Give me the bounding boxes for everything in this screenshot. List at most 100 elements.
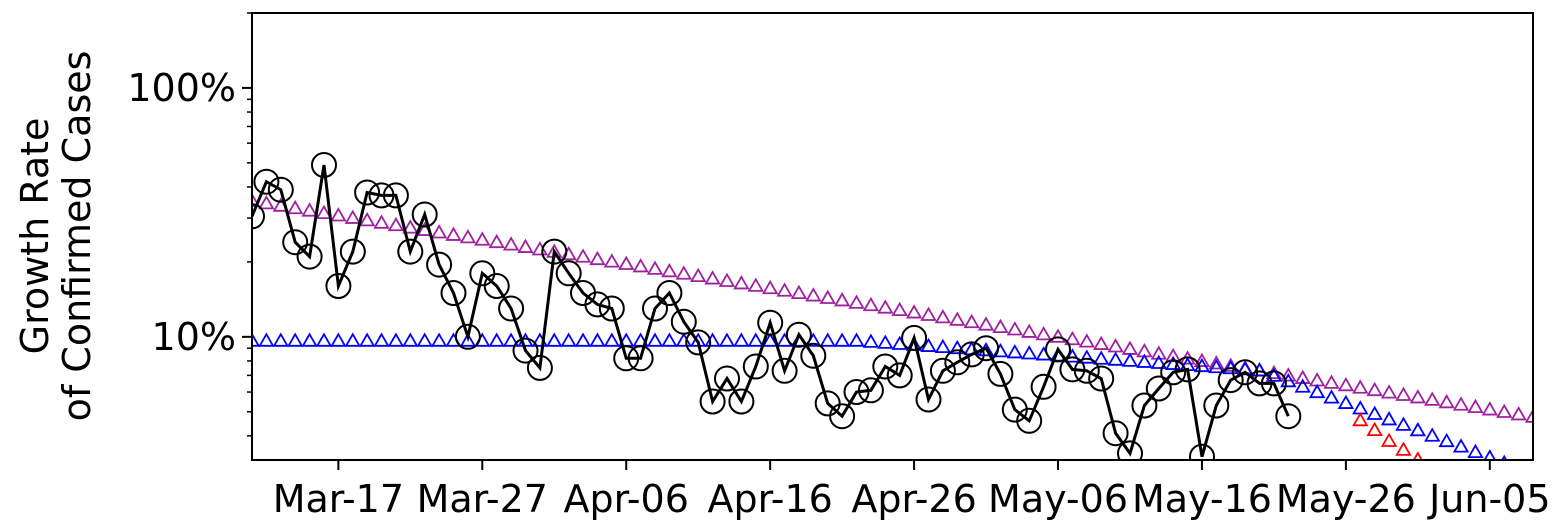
observed-growth-point: [483, 273, 510, 299]
observed-growth-point: [613, 345, 640, 372]
blue-triangle-point: [833, 332, 851, 347]
purple-triangle-point: [1092, 335, 1110, 350]
purple-triangle-point: [689, 267, 707, 283]
purple-triangle-point: [301, 202, 318, 217]
observed-growth-point: [253, 168, 280, 195]
purple-triangle-point: [747, 277, 764, 292]
purple-triangle-point: [1150, 345, 1167, 360]
blue-triangle-point: [286, 332, 304, 347]
observed-growth-point: [785, 321, 812, 348]
observed-growth-point: [1217, 367, 1244, 394]
purple-triangle-point: [1467, 398, 1484, 414]
y-axis-title-line1: Growth Rate: [13, 118, 57, 355]
purple-triangle-point: [776, 282, 793, 297]
observed-growth-point: [728, 388, 755, 415]
observed-growth-point: [642, 295, 668, 322]
y-tick-label: 10%: [152, 315, 236, 359]
observed-growth-point: [584, 291, 611, 318]
observed-growth-point: [915, 386, 942, 413]
observed-growth-point: [1117, 440, 1143, 460]
observed-growth-point: [627, 345, 654, 372]
observed-growth-point: [339, 238, 366, 265]
blue-triangle-point: [589, 332, 606, 347]
blue-triangle-point: [1006, 344, 1024, 359]
blue-triangle-point: [646, 332, 664, 347]
red-triangle-point: [1412, 451, 1423, 460]
red-triangle-point: [1395, 441, 1412, 456]
blue-triangle-point: [1265, 367, 1283, 382]
purple-triangle-point: [1064, 330, 1081, 346]
x-tick-label: Apr-16: [707, 477, 832, 521]
x-tick-label: Apr-06: [564, 477, 689, 521]
purple-triangle-point: [373, 214, 390, 229]
blue-triangle-point: [1467, 443, 1484, 458]
purple-triangle-point: [517, 238, 534, 253]
observed-growth-point: [296, 243, 323, 270]
observed-growth-point: [267, 176, 294, 203]
blue-triangle-point: [848, 332, 865, 347]
red-triangle-point: [1366, 421, 1383, 437]
y-tick-label: 100%: [127, 66, 236, 110]
axes: 10% 100% Mar-17 Mar-27 Apr-06 Apr-16 Apr-26 May…: [127, 12, 1551, 521]
observed-growth-point: [872, 353, 899, 380]
observed-growth-point: [973, 335, 1000, 362]
blue-triangle-point: [603, 332, 621, 347]
observed-growth-point: [800, 342, 827, 369]
x-tick-label: May-16: [1132, 477, 1272, 521]
purple-triangle-point: [1280, 367, 1297, 382]
purple-triangle-point: [387, 216, 405, 232]
observed-growth-point: [397, 238, 424, 265]
observed-growth-point: [368, 182, 395, 209]
blue-triangle-point: [733, 332, 750, 347]
observed-growth-point: [598, 295, 625, 322]
observed-growth-point: [1045, 336, 1071, 363]
x-tick-label: May-06: [988, 477, 1128, 521]
observed-growth-point: [325, 273, 352, 299]
purple-triangle-point: [1078, 333, 1096, 348]
purple-triangle-point: [1409, 389, 1427, 404]
purple-triangle-point: [920, 306, 937, 321]
blue-triangle-point: [546, 332, 563, 347]
blue-triangle-point: [258, 332, 275, 347]
purple-triangle-point: [1424, 391, 1441, 406]
purple-triangle-point: [1438, 393, 1455, 409]
observed-growth-point: [901, 324, 928, 351]
blue-triangle-point: [301, 332, 318, 347]
observed-growth-point: [498, 295, 525, 322]
observed-growth-point: [714, 365, 740, 392]
blue-triangle-point: [1323, 389, 1340, 404]
observed-growth-point: [440, 280, 467, 306]
purple-triangle-point: [1323, 374, 1340, 389]
blue-triangle-point: [272, 332, 289, 347]
purple-triangle-point: [1208, 355, 1225, 370]
observed-growth-point: [1174, 356, 1201, 383]
observed-growth-point: [771, 357, 798, 384]
observed-growth-line: [252, 164, 1290, 458]
purple-triangle-point: [1352, 379, 1369, 394]
purple-triangle-point: [675, 265, 693, 280]
observed-growth-point: [1246, 370, 1273, 397]
observed-growth-point: [1016, 407, 1043, 434]
plot-frame: [251, 12, 1534, 461]
observed-growth-point: [311, 152, 337, 178]
blue-triangle-point: [1395, 416, 1412, 431]
purple-triangle-point: [632, 258, 649, 273]
observed-growth-point: [354, 179, 381, 206]
observed-growth-point: [843, 379, 870, 405]
blue-triangle-point: [1107, 351, 1124, 366]
blue-triangle-point: [661, 332, 678, 347]
observed-growth-point: [411, 201, 438, 228]
purple-triangle-point: [934, 309, 952, 324]
observed-growth-point: [555, 260, 582, 287]
purple-triangle-point: [459, 228, 477, 244]
blue-triangle-point: [387, 332, 405, 347]
purple-triangle-point: [718, 272, 736, 287]
observed-growth-point: [958, 341, 985, 368]
blue-triangle-point: [315, 332, 333, 347]
blue-triangle-point: [1236, 360, 1254, 376]
purple-triangle-point: [733, 275, 750, 290]
observed-growth-point: [1102, 420, 1129, 447]
blue-triangle-point: [344, 332, 361, 347]
purple-triangle-point: [574, 248, 592, 263]
blue-triangle-point: [877, 334, 894, 349]
